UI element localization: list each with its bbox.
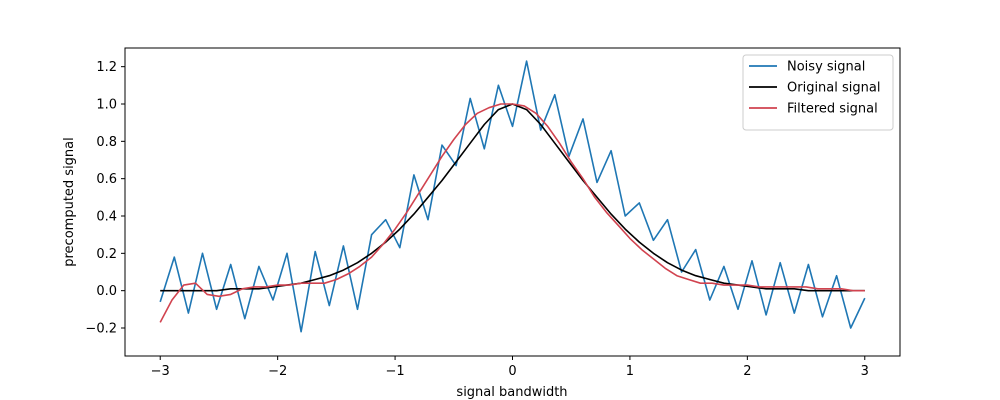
y-tick-label: −0.2 [85, 322, 117, 337]
x-tick-label: −2 [268, 364, 287, 379]
x-tick-label: −3 [151, 364, 170, 379]
legend: Noisy signal Original signal Filtered sign… [742, 54, 894, 131]
y-tick-label: 1.0 [96, 98, 117, 113]
legend-box [742, 54, 894, 131]
y-tick-label: 1.2 [96, 60, 117, 75]
x-tick-label: 1 [626, 364, 634, 379]
y-tick-label: 0.2 [96, 247, 117, 262]
y-axis-ticks: −0.2 0.0 0.2 0.4 0.6 0.8 1.0 1.2 [85, 60, 125, 337]
y-axis-label: precomputed signal [62, 137, 77, 267]
series-line-original-signal [160, 103, 865, 292]
series-line-filtered-signal [159, 103, 865, 323]
legend-label: Original signal [787, 81, 880, 96]
x-tick-label: 2 [743, 364, 751, 379]
x-tick-label: −1 [385, 364, 404, 379]
y-tick-label: 0.6 [96, 172, 117, 187]
x-axis-ticks: −3 −2 −1 0 1 2 3 [151, 356, 869, 379]
legend-label: Noisy signal [787, 60, 865, 75]
x-axis-label: signal bandwidth [456, 385, 567, 400]
y-tick-label: 0.8 [96, 135, 117, 150]
y-tick-label: 0.0 [96, 284, 117, 299]
x-tick-label: 0 [508, 364, 516, 379]
y-tick-label: 0.4 [96, 210, 117, 225]
x-tick-label: 3 [861, 364, 869, 379]
legend-label: Filtered signal [787, 102, 878, 117]
